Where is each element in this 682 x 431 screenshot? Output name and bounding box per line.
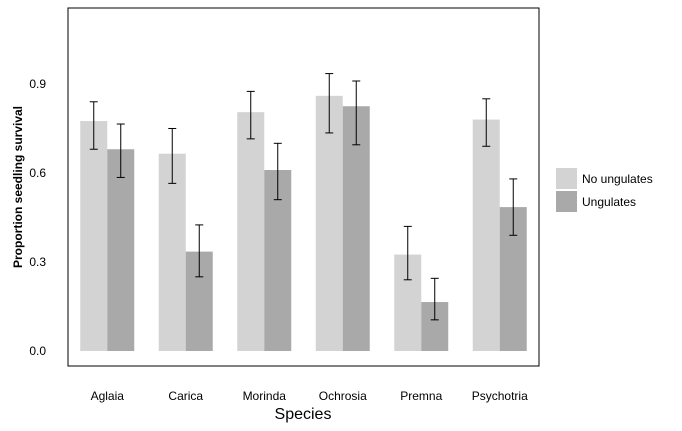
bar-morinda-no-ungulates bbox=[237, 112, 265, 352]
bars-layer bbox=[80, 95, 527, 352]
legend: No ungulates Ungulates bbox=[556, 168, 653, 212]
error-bars-layer bbox=[89, 73, 518, 321]
x-tick-label: Psychotria bbox=[472, 389, 528, 403]
y-axis-title: Proportion seedling survival bbox=[11, 106, 25, 268]
bar-ochrosia-no-ungulates bbox=[315, 95, 343, 351]
legend-label: Ungulates bbox=[582, 195, 636, 209]
x-axis-ticks: Aglaia Carica Morinda Ochrosia Premna Psychot… bbox=[91, 389, 529, 403]
bar-ochrosia-ungulates bbox=[342, 106, 370, 351]
bar-carica-no-ungulates bbox=[158, 153, 186, 351]
y-tick-label: 0.9 bbox=[29, 77, 46, 91]
x-axis-title: Species bbox=[275, 406, 332, 423]
x-tick-label: Premna bbox=[400, 389, 442, 403]
legend-key-no-ungulates bbox=[556, 168, 577, 189]
bar-aglaia-no-ungulates bbox=[80, 121, 108, 352]
y-tick-label: 0.0 bbox=[29, 344, 46, 358]
y-axis-ticks: 0.0 0.3 0.6 0.9 bbox=[29, 77, 46, 358]
legend-label: No ungulates bbox=[582, 172, 653, 186]
x-tick-label: Ochrosia bbox=[319, 389, 367, 403]
x-tick-label: Aglaia bbox=[91, 389, 125, 403]
bar-psychotria-no-ungulates bbox=[472, 119, 500, 351]
y-tick-label: 0.6 bbox=[29, 166, 46, 180]
x-tick-label: Morinda bbox=[243, 389, 287, 403]
x-tick-label: Carica bbox=[168, 389, 203, 403]
plot-panel bbox=[67, 7, 540, 367]
bar-aglaia-ungulates bbox=[107, 149, 135, 351]
y-tick-label: 0.3 bbox=[29, 255, 46, 269]
legend-key-ungulates bbox=[556, 191, 577, 212]
